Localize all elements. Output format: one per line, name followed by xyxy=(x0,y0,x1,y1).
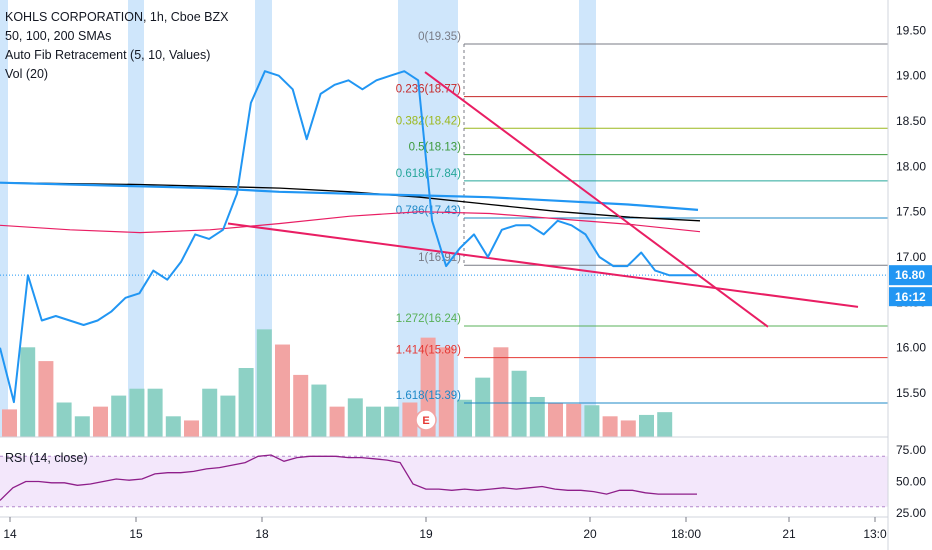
session-highlight xyxy=(255,0,272,437)
price-series-line xyxy=(0,70,697,404)
trendlines xyxy=(227,71,859,328)
fib-level-label: 1.272(16.24) xyxy=(396,313,461,325)
volume-bar xyxy=(529,396,545,437)
volume-bar xyxy=(38,361,54,437)
fib-level-label: 0.236(18.77) xyxy=(396,84,461,96)
volume-bar xyxy=(202,388,218,437)
price-tick-label: 16.00 xyxy=(896,341,926,355)
indicator-volume[interactable]: Vol (20) xyxy=(5,67,49,81)
earnings-marker-label: E xyxy=(422,415,429,427)
volume-bar xyxy=(329,406,345,437)
trendline-support xyxy=(227,222,859,308)
earnings-marker-group: E xyxy=(415,409,437,431)
chart-legend: KOHLS CORPORATION, 1h, Cboe BZX 50, 100,… xyxy=(5,8,228,84)
sma-blue-line xyxy=(0,181,699,211)
time-tick-label: 18:00 xyxy=(671,527,701,541)
volume-bar xyxy=(602,416,618,437)
price-tick-label: 18.50 xyxy=(896,114,926,128)
indicator-sma[interactable]: 50, 100, 200 SMAs xyxy=(5,29,112,43)
volume-bar xyxy=(384,406,400,437)
volume-bar xyxy=(657,412,673,437)
time-tick-label: 19 xyxy=(419,527,433,541)
time-tick-label: 18 xyxy=(255,527,269,541)
fib-level-label: 1.618(15.39) xyxy=(396,390,461,402)
volume-bar xyxy=(566,403,582,437)
time-tick-label: 20 xyxy=(583,527,597,541)
volume-bar xyxy=(402,402,418,437)
current-price-text: 16.80 xyxy=(895,268,925,282)
price-tick-label: 19.00 xyxy=(896,69,926,83)
volume-bar xyxy=(639,414,654,437)
volume-bar xyxy=(493,347,509,437)
price-tick-label: 17.50 xyxy=(896,205,926,219)
volume-bar xyxy=(56,402,72,437)
fib-level-label: 0.618(17.84) xyxy=(396,168,461,180)
volume-bar xyxy=(111,395,127,437)
fib-level-label: 0(19.35) xyxy=(418,31,461,43)
sma-black-line xyxy=(0,182,701,222)
volume-bar xyxy=(584,405,600,437)
rsi-tick-label: 25.00 xyxy=(896,506,926,520)
volume-bar xyxy=(620,420,636,437)
rsi-tick-label: 50.00 xyxy=(896,475,926,489)
symbol-title[interactable]: KOHLS CORPORATION, 1h, Cboe BZX xyxy=(5,10,229,24)
volume-bar xyxy=(129,388,145,437)
time-tick-label: 14 xyxy=(3,527,17,541)
volume-bar xyxy=(311,384,327,437)
volume-bar xyxy=(147,388,163,437)
session-highlight xyxy=(128,0,144,437)
sma-red-line xyxy=(0,211,701,234)
volume-bar xyxy=(511,370,527,437)
volume-bar xyxy=(220,395,236,437)
moving-averages xyxy=(0,181,701,234)
price-line xyxy=(0,70,697,404)
volume-bar xyxy=(184,420,199,437)
fib-level-label: 0.786(17.43) xyxy=(396,205,461,217)
countdown-text: 16:12 xyxy=(895,290,926,304)
session-highlight xyxy=(0,0,8,437)
current-price-tag[interactable] xyxy=(889,265,932,286)
indicator-fib[interactable]: Auto Fib Retracement (5, 10, Values) xyxy=(5,48,211,62)
axes: 19.5019.0018.5018.0017.5017.0016.5016.00… xyxy=(3,0,932,550)
volume-bar xyxy=(548,402,563,437)
volume-bar xyxy=(238,368,254,437)
volume-bar xyxy=(347,398,363,437)
volume-bar xyxy=(74,416,90,437)
volume-bar xyxy=(256,329,272,437)
volume-bar xyxy=(20,347,36,437)
volume-bar xyxy=(165,416,181,437)
earnings-marker[interactable] xyxy=(415,409,437,431)
price-tick-label: 17.00 xyxy=(896,250,926,264)
fib-level-label: 0.5(18.13) xyxy=(409,142,462,154)
price-tick-label: 18.00 xyxy=(896,159,926,173)
time-tick-label: 13:0 xyxy=(863,527,887,541)
fib-level-label: 1.414(15.89) xyxy=(396,345,461,357)
rsi-line xyxy=(0,454,697,501)
rsi-pane xyxy=(0,436,888,518)
volume-bar xyxy=(293,374,309,437)
time-tick-label: 15 xyxy=(129,527,143,541)
volume-bar xyxy=(366,406,381,437)
rsi-legend[interactable]: RSI (14, close) xyxy=(5,451,88,465)
volume-bar xyxy=(475,377,491,437)
time-tick-label: 21 xyxy=(782,527,796,541)
price-tick-label: 15.50 xyxy=(896,386,926,400)
fib-level-label: 0.382(18.42) xyxy=(396,115,461,127)
volume-bar xyxy=(2,409,17,437)
volume-bar xyxy=(457,399,472,437)
volume-bar xyxy=(275,344,290,437)
rsi-tick-label: 75.00 xyxy=(896,443,926,457)
countdown-tag xyxy=(889,287,932,307)
rsi-band xyxy=(0,456,888,507)
volume-bars xyxy=(2,329,673,437)
volume-bar xyxy=(93,406,108,437)
price-tick-label: 19.50 xyxy=(896,23,926,37)
trendline-resistance xyxy=(424,71,769,328)
volume-bar xyxy=(438,347,454,437)
